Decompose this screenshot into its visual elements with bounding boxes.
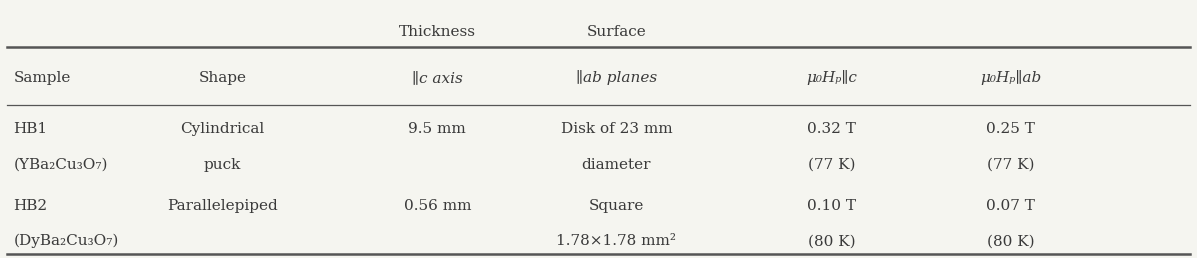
Text: Disk of 23 mm: Disk of 23 mm <box>560 122 673 136</box>
Text: Thickness: Thickness <box>399 25 475 39</box>
Text: ∥ab planes: ∥ab planes <box>576 70 657 85</box>
Text: (DyBa₂Cu₃O₇): (DyBa₂Cu₃O₇) <box>13 234 119 248</box>
Text: Square: Square <box>589 199 644 213</box>
Text: ∥c axis: ∥c axis <box>412 71 463 85</box>
Text: (77 K): (77 K) <box>808 158 855 172</box>
Text: Surface: Surface <box>587 25 646 39</box>
Text: Parallelepiped: Parallelepiped <box>166 199 278 213</box>
Text: (77 K): (77 K) <box>986 158 1034 172</box>
Text: 0.07 T: 0.07 T <box>986 199 1035 213</box>
Text: (YBa₂Cu₃O₇): (YBa₂Cu₃O₇) <box>13 158 108 172</box>
Text: HB2: HB2 <box>13 199 48 213</box>
Text: Cylindrical: Cylindrical <box>181 122 265 136</box>
Text: 0.10 T: 0.10 T <box>807 199 856 213</box>
Text: (80 K): (80 K) <box>808 234 855 248</box>
Text: HB1: HB1 <box>13 122 48 136</box>
Text: diameter: diameter <box>582 158 651 172</box>
Text: 9.5 mm: 9.5 mm <box>408 122 466 136</box>
Text: 0.56 mm: 0.56 mm <box>403 199 472 213</box>
Text: 1.78×1.78 mm²: 1.78×1.78 mm² <box>557 234 676 248</box>
Text: μ₀Hₚ∥c: μ₀Hₚ∥c <box>806 70 857 85</box>
Text: puck: puck <box>203 158 241 172</box>
Text: Sample: Sample <box>13 71 71 85</box>
Text: (80 K): (80 K) <box>986 234 1034 248</box>
Text: μ₀Hₚ∥ab: μ₀Hₚ∥ab <box>980 70 1041 85</box>
Text: Shape: Shape <box>199 71 247 85</box>
Text: 0.25 T: 0.25 T <box>986 122 1035 136</box>
Text: 0.32 T: 0.32 T <box>807 122 856 136</box>
